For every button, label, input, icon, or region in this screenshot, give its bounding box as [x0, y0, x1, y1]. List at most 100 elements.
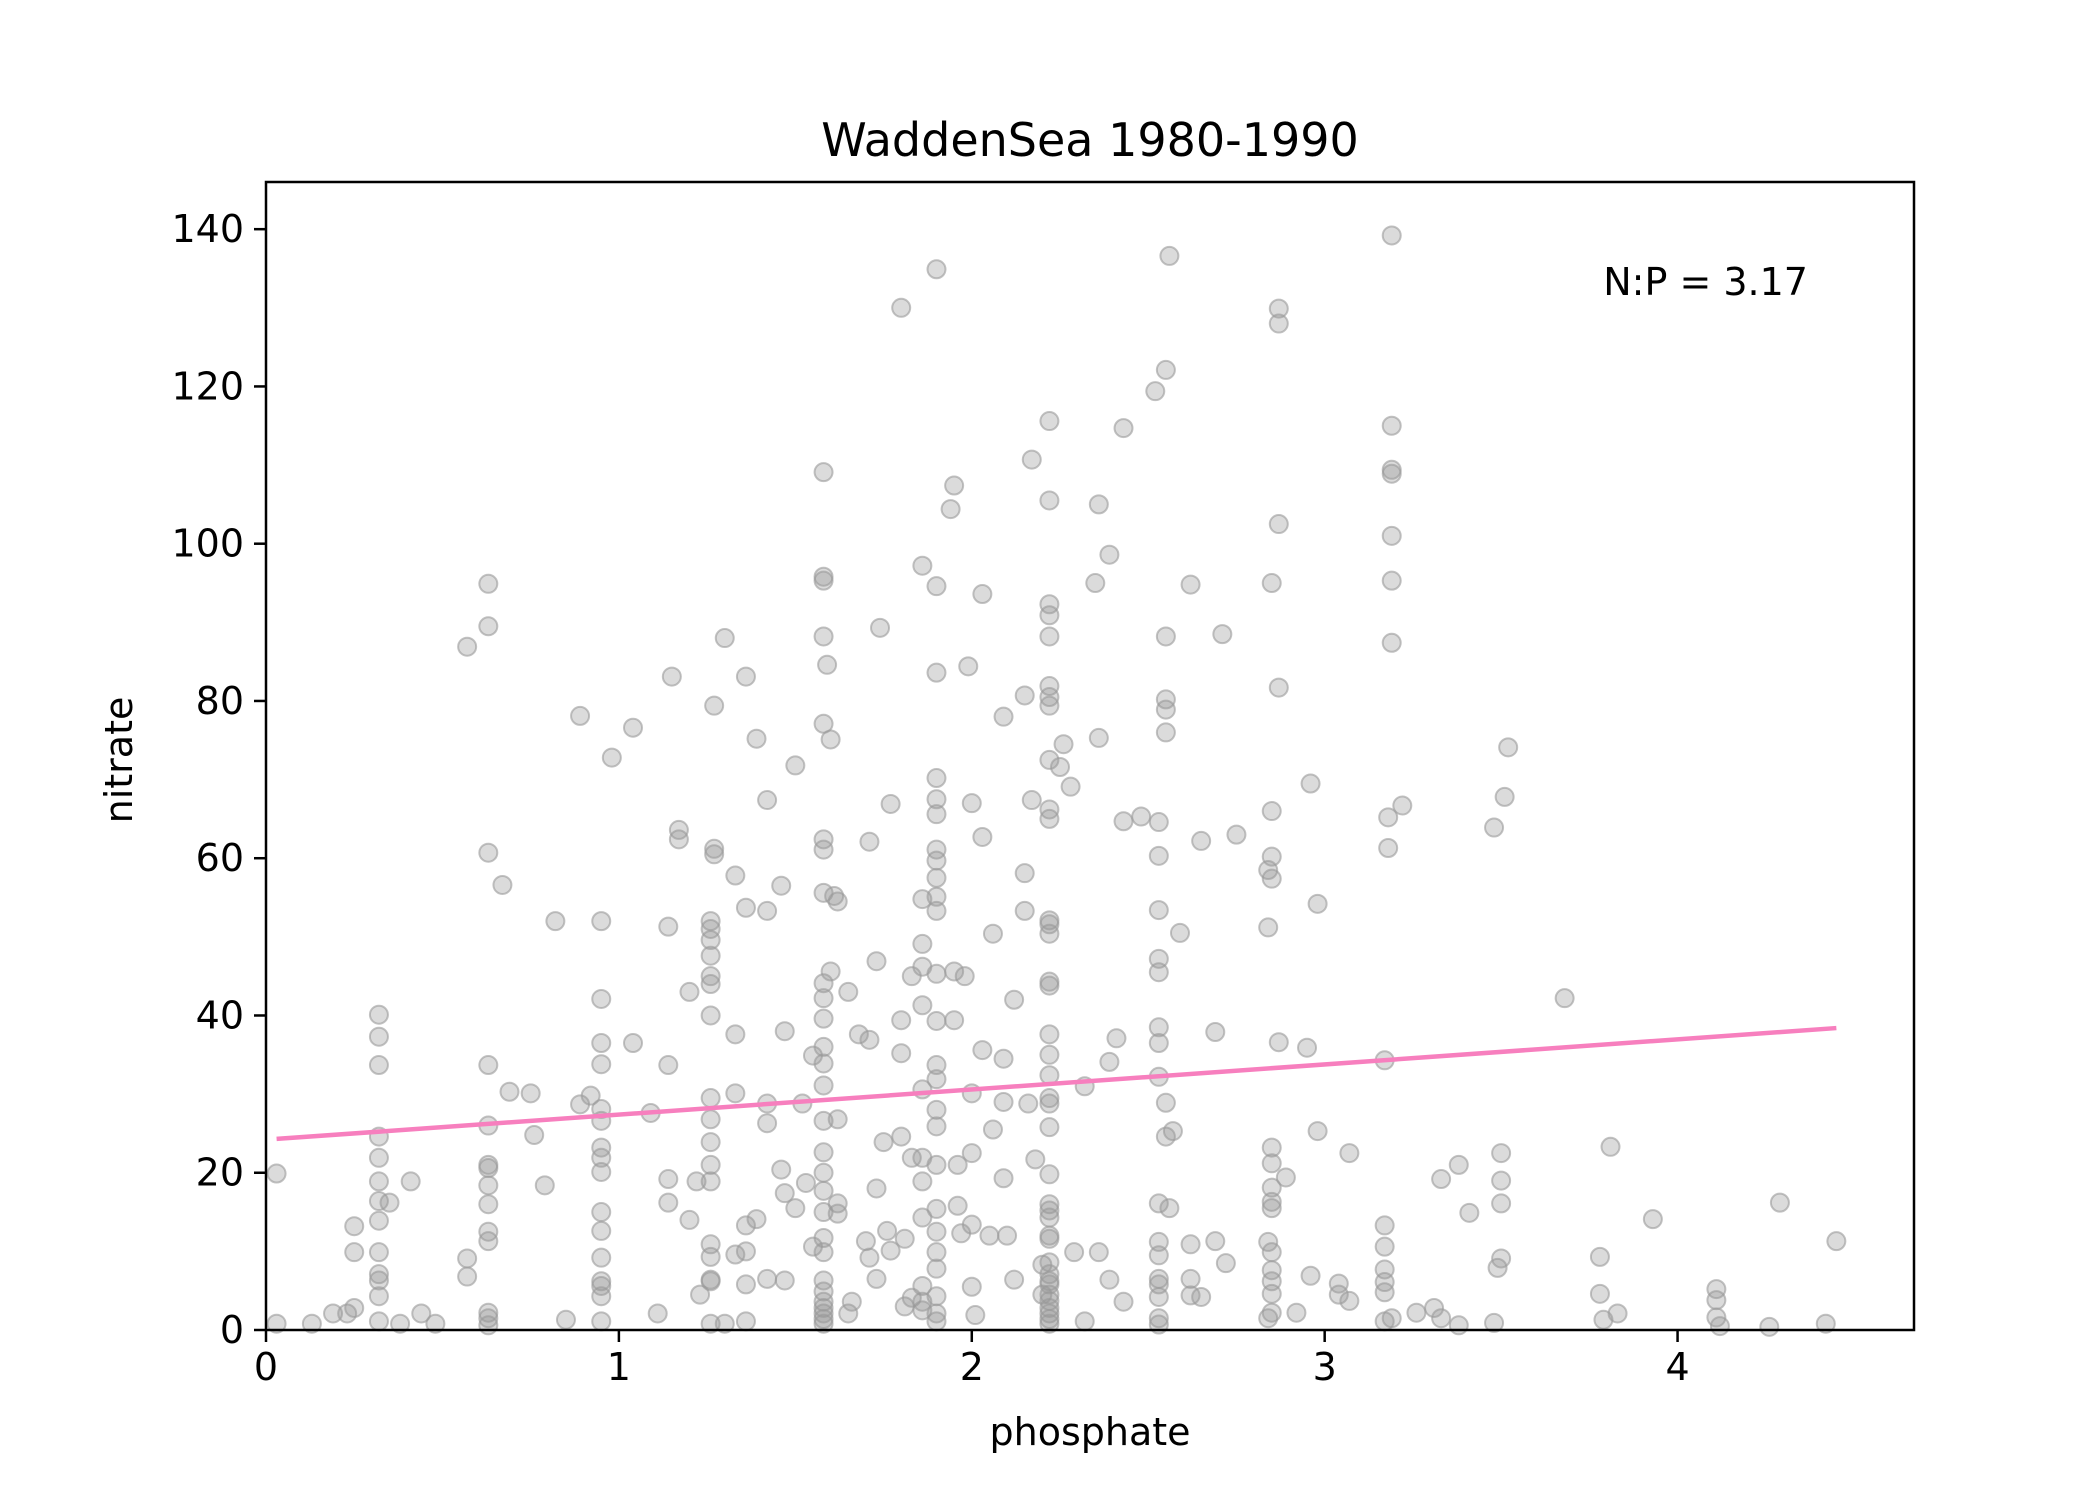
data-point: [1039, 975, 1060, 996]
data-point: [813, 829, 834, 850]
data-point: [813, 1281, 834, 1302]
data-point: [658, 1169, 679, 1190]
data-point: [1261, 1153, 1282, 1174]
data-point: [1374, 1215, 1395, 1236]
data-point: [1769, 1192, 1790, 1213]
data-point: [1155, 626, 1176, 647]
data-point: [961, 1276, 982, 1297]
data-point: [813, 1053, 834, 1074]
data-point: [679, 1209, 700, 1230]
data-point: [1088, 494, 1109, 515]
data-point: [813, 1202, 834, 1223]
data-point: [813, 570, 834, 591]
data-point: [926, 1198, 947, 1219]
data-point: [591, 1271, 612, 1292]
data-point: [478, 842, 499, 863]
data-point: [817, 654, 838, 675]
data-point: [813, 1142, 834, 1163]
data-point: [1297, 1037, 1318, 1058]
data-point: [545, 911, 566, 932]
data-point: [1148, 962, 1169, 983]
data-point: [1039, 1274, 1060, 1295]
data-point: [1261, 801, 1282, 822]
data-point: [926, 1286, 947, 1307]
data-point: [647, 1303, 668, 1324]
data-point: [1039, 1200, 1060, 1221]
data-point: [1148, 1245, 1169, 1266]
data-point: [926, 768, 947, 789]
data-point: [700, 1154, 721, 1175]
data-point: [926, 1116, 947, 1137]
y-tick-label: 60: [196, 836, 244, 880]
data-point: [725, 1083, 746, 1104]
data-point: [1448, 1315, 1469, 1336]
data-point: [1039, 490, 1060, 511]
data-point: [368, 1026, 389, 1047]
data-point: [1268, 514, 1289, 535]
data-point: [813, 1297, 834, 1318]
data-point: [700, 1005, 721, 1026]
data-point: [700, 1271, 721, 1292]
data-point: [570, 705, 591, 726]
data-point: [1381, 570, 1402, 591]
data-point: [700, 1132, 721, 1153]
data-point: [368, 1264, 389, 1285]
data-point: [1374, 1282, 1395, 1303]
data-point: [1275, 1167, 1296, 1188]
y-tick-label: 0: [220, 1308, 244, 1352]
data-point: [926, 662, 947, 683]
points-layer: [266, 225, 1847, 1337]
data-point: [1039, 676, 1060, 697]
x-tick-label: 0: [254, 1345, 278, 1389]
data-point: [894, 1228, 915, 1249]
data-point: [813, 1110, 834, 1131]
data-point: [1039, 1308, 1060, 1329]
data-point: [1131, 806, 1152, 827]
data-point: [368, 1311, 389, 1332]
data-point: [1261, 1137, 1282, 1158]
data-point: [700, 1246, 721, 1267]
data-point: [1381, 525, 1402, 546]
data-point: [1307, 893, 1328, 914]
data-point: [774, 1021, 795, 1042]
data-point: [400, 1171, 421, 1192]
data-point: [492, 874, 513, 895]
data-point: [700, 974, 721, 995]
data-point: [623, 717, 644, 738]
data-point: [1268, 298, 1289, 319]
data-point: [591, 1202, 612, 1223]
data-point: [735, 1311, 756, 1332]
data-point: [771, 1159, 792, 1180]
data-point: [813, 1270, 834, 1291]
data-point: [1381, 463, 1402, 484]
data-point: [1039, 749, 1060, 770]
data-point: [1039, 1228, 1060, 1249]
data-point: [700, 929, 721, 950]
data-point: [1300, 1265, 1321, 1286]
data-point: [1261, 1283, 1282, 1304]
data-point: [757, 900, 778, 921]
data-point: [926, 576, 947, 597]
data-point: [1159, 245, 1180, 266]
data-point: [1148, 900, 1169, 921]
data-point: [827, 891, 848, 912]
data-point: [520, 1083, 541, 1104]
data-point: [1589, 1246, 1610, 1267]
data-point: [1148, 1308, 1169, 1329]
data-point: [997, 1225, 1018, 1246]
data-point: [1039, 1117, 1060, 1138]
data-point: [1709, 1316, 1730, 1337]
data-point: [813, 1308, 834, 1329]
data-point: [478, 1158, 499, 1179]
data-point: [425, 1313, 446, 1334]
data-point: [813, 1075, 834, 1096]
data-point: [926, 900, 947, 921]
data-point: [700, 945, 721, 966]
data-point: [813, 1242, 834, 1263]
data-point: [813, 1008, 834, 1029]
data-point: [993, 1091, 1014, 1112]
data-point: [1014, 900, 1035, 921]
data-point: [1004, 1269, 1025, 1290]
data-point: [1215, 1253, 1236, 1274]
data-point: [379, 1192, 400, 1213]
